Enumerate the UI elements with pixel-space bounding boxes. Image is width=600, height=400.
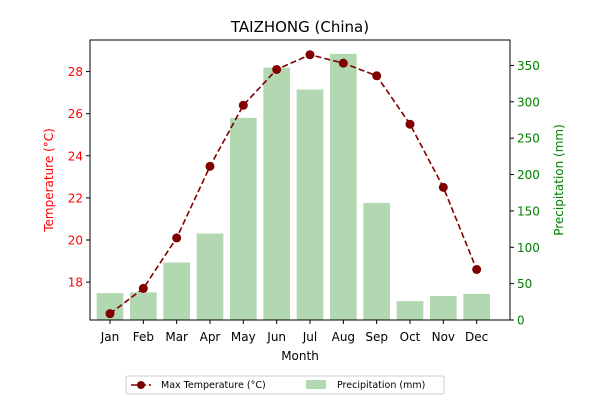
y-left-tick-label: 18 — [68, 276, 83, 290]
temperature-point-jun — [272, 64, 282, 74]
x-tick-label-may: May — [231, 330, 256, 344]
temperature-point-feb — [138, 283, 148, 293]
legend-temperature-marker — [137, 381, 145, 389]
precipitation-bar-dec — [463, 293, 490, 320]
y-left-axis-label: Temperature (°C) — [42, 128, 56, 233]
x-tick-label-dec: Dec — [465, 330, 488, 344]
precipitation-bar-nov — [430, 296, 457, 320]
precipitation-bar-aug — [330, 53, 357, 320]
y-right-axis-label: Precipitation (mm) — [552, 124, 566, 236]
x-tick-label-sep: Sep — [365, 330, 388, 344]
x-tick-label-jun: Jun — [266, 330, 286, 344]
y-left-tick-label: 20 — [68, 234, 83, 248]
temperature-point-apr — [205, 161, 215, 171]
x-axis-label: Month — [281, 349, 319, 363]
x-tick-label-aug: Aug — [332, 330, 355, 344]
temperature-point-aug — [338, 58, 348, 68]
temperature-point-nov — [438, 182, 448, 192]
legend-precipitation-label: Precipitation (mm) — [337, 380, 425, 391]
legend-temperature-label: Max Temperature (°C) — [161, 380, 266, 391]
plot-frame — [89, 39, 511, 321]
precipitation-bar-oct — [396, 301, 424, 320]
x-tick-label-nov: Nov — [432, 330, 455, 344]
temperature-point-jan — [105, 309, 115, 319]
y-right-tick-label: 350 — [517, 59, 540, 73]
legend: Max Temperature (°C) Precipitation (mm) — [125, 375, 445, 395]
y-right-tick-label: 100 — [517, 241, 540, 255]
temperature-line-path — [109, 53, 478, 315]
y-right-tick-label: 150 — [517, 204, 540, 218]
y-left-tick-label: 22 — [68, 191, 83, 205]
x-tick-label-mar: Mar — [165, 330, 188, 344]
precipitation-bar-feb — [130, 292, 157, 320]
x-tick-label-oct: Oct — [400, 330, 421, 344]
legend-precipitation-swatch — [306, 380, 326, 389]
y-right-tick-label: 0 — [517, 314, 525, 328]
temperature-point-may — [238, 100, 248, 110]
x-tick-label-jan: Jan — [100, 330, 120, 344]
y-left-tick-label: 28 — [68, 65, 83, 79]
chart-title: TAIZHONG (China) — [230, 18, 369, 36]
precipitation-bars — [96, 53, 490, 320]
y-right-tick-label: 250 — [517, 132, 540, 146]
legend-box — [125, 375, 445, 395]
temperature-point-mar — [172, 233, 182, 243]
y-left-tick-label: 24 — [68, 149, 83, 163]
temperature-point-oct — [405, 119, 415, 129]
y-left-tick-label: 26 — [68, 107, 83, 121]
precipitation-bar-apr — [196, 233, 224, 320]
precipitation-bar-jun — [263, 67, 290, 320]
x-tick-label-feb: Feb — [133, 330, 154, 344]
temperature-point-sep — [372, 71, 382, 81]
y-right-tick-label: 200 — [517, 168, 540, 182]
precipitation-bar-mar — [163, 262, 190, 320]
y-right-tick-label: 300 — [517, 95, 540, 109]
x-tick-label-apr: Apr — [200, 330, 221, 344]
axes: Jan Feb Mar Apr May Jun Jul Aug Sep Oct Nov Dec 18 20… — [68, 39, 540, 344]
temperature-point-jul — [305, 50, 315, 60]
y-right-tick-label: 50 — [517, 277, 532, 291]
precipitation-bar-sep — [363, 202, 390, 320]
precipitation-bar-jul — [296, 89, 324, 320]
temperature-line — [105, 50, 482, 319]
precipitation-bar-may — [230, 117, 257, 320]
x-tick-label-jul: Jul — [302, 330, 317, 344]
temperature-point-dec — [472, 264, 482, 274]
